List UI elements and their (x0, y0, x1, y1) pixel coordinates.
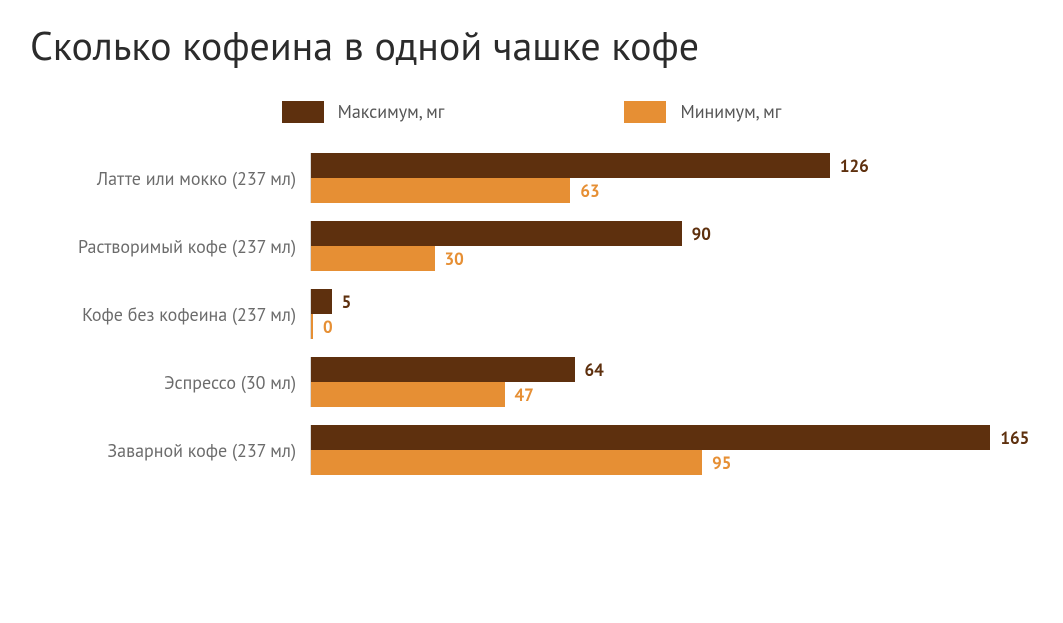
category-label: Эспрессо (30 мл) (30, 371, 310, 394)
value-label-max: 90 (692, 223, 711, 245)
bar-min-wrap: 30 (311, 246, 1033, 271)
category-label: Растворимый кофе (237 мл) (30, 235, 310, 258)
chart-row: Растворимый кофе (237 мл) 90 30 (30, 221, 1033, 271)
value-label-min: 30 (445, 248, 464, 270)
bar-min (311, 382, 505, 407)
category-label: Латте или мокко (237 мл) (30, 167, 310, 190)
legend-swatch-min (624, 101, 666, 123)
bar-max-wrap: 165 (311, 425, 1033, 450)
value-label-max: 126 (840, 155, 869, 177)
bar-min (311, 314, 313, 339)
legend-label-min: Минимум, мг (680, 100, 781, 123)
value-label-min: 63 (580, 180, 599, 202)
legend-item-min: Минимум, мг (624, 100, 781, 123)
value-label-min: 47 (515, 384, 534, 406)
bar-max (311, 357, 575, 382)
bar-max (311, 221, 682, 246)
value-label-max: 165 (1000, 427, 1029, 449)
bar-max-wrap: 126 (311, 153, 1033, 178)
bar-min (311, 450, 702, 475)
bar-max-wrap: 64 (311, 357, 1033, 382)
legend-item-max: Максимум, мг (282, 100, 445, 123)
bar-max (311, 425, 990, 450)
chart-row: Заварной кофе (237 мл) 165 95 (30, 425, 1033, 475)
bar-group: 90 30 (310, 221, 1033, 271)
bar-group: 165 95 (310, 425, 1033, 475)
value-label-min: 95 (712, 452, 731, 474)
bar-min-wrap: 47 (311, 382, 1033, 407)
bar-group: 64 47 (310, 357, 1033, 407)
bar-group: 126 63 (310, 153, 1033, 203)
legend-swatch-max (282, 101, 324, 123)
legend-label-max: Максимум, мг (338, 100, 445, 123)
legend: Максимум, мг Минимум, мг (30, 100, 1033, 123)
chart-row: Латте или мокко (237 мл) 126 63 (30, 153, 1033, 203)
bar-max-wrap: 5 (311, 289, 1033, 314)
value-label-min: 0 (323, 316, 333, 338)
bar-max (311, 289, 332, 314)
bar-min-wrap: 63 (311, 178, 1033, 203)
chart-row: Кофе без кофеина (237 мл)50 (30, 289, 1033, 339)
value-label-max: 5 (342, 291, 352, 313)
bar-max (311, 153, 830, 178)
chart-title: Сколько кофеина в одной чашке кофе (30, 20, 1033, 72)
bar-min-wrap: 95 (311, 450, 1033, 475)
bar-chart: Латте или мокко (237 мл) 126 63 Растворимый… (30, 153, 1033, 475)
category-label: Заварной кофе (237 мл) (30, 439, 310, 462)
chart-row: Эспрессо (30 мл) 64 47 (30, 357, 1033, 407)
bar-group: 50 (310, 289, 1033, 339)
bar-min (311, 246, 435, 271)
bar-min-wrap: 0 (311, 314, 1033, 339)
value-label-max: 64 (585, 359, 604, 381)
bar-min (311, 178, 570, 203)
category-label: Кофе без кофеина (237 мл) (30, 303, 310, 326)
bar-max-wrap: 90 (311, 221, 1033, 246)
